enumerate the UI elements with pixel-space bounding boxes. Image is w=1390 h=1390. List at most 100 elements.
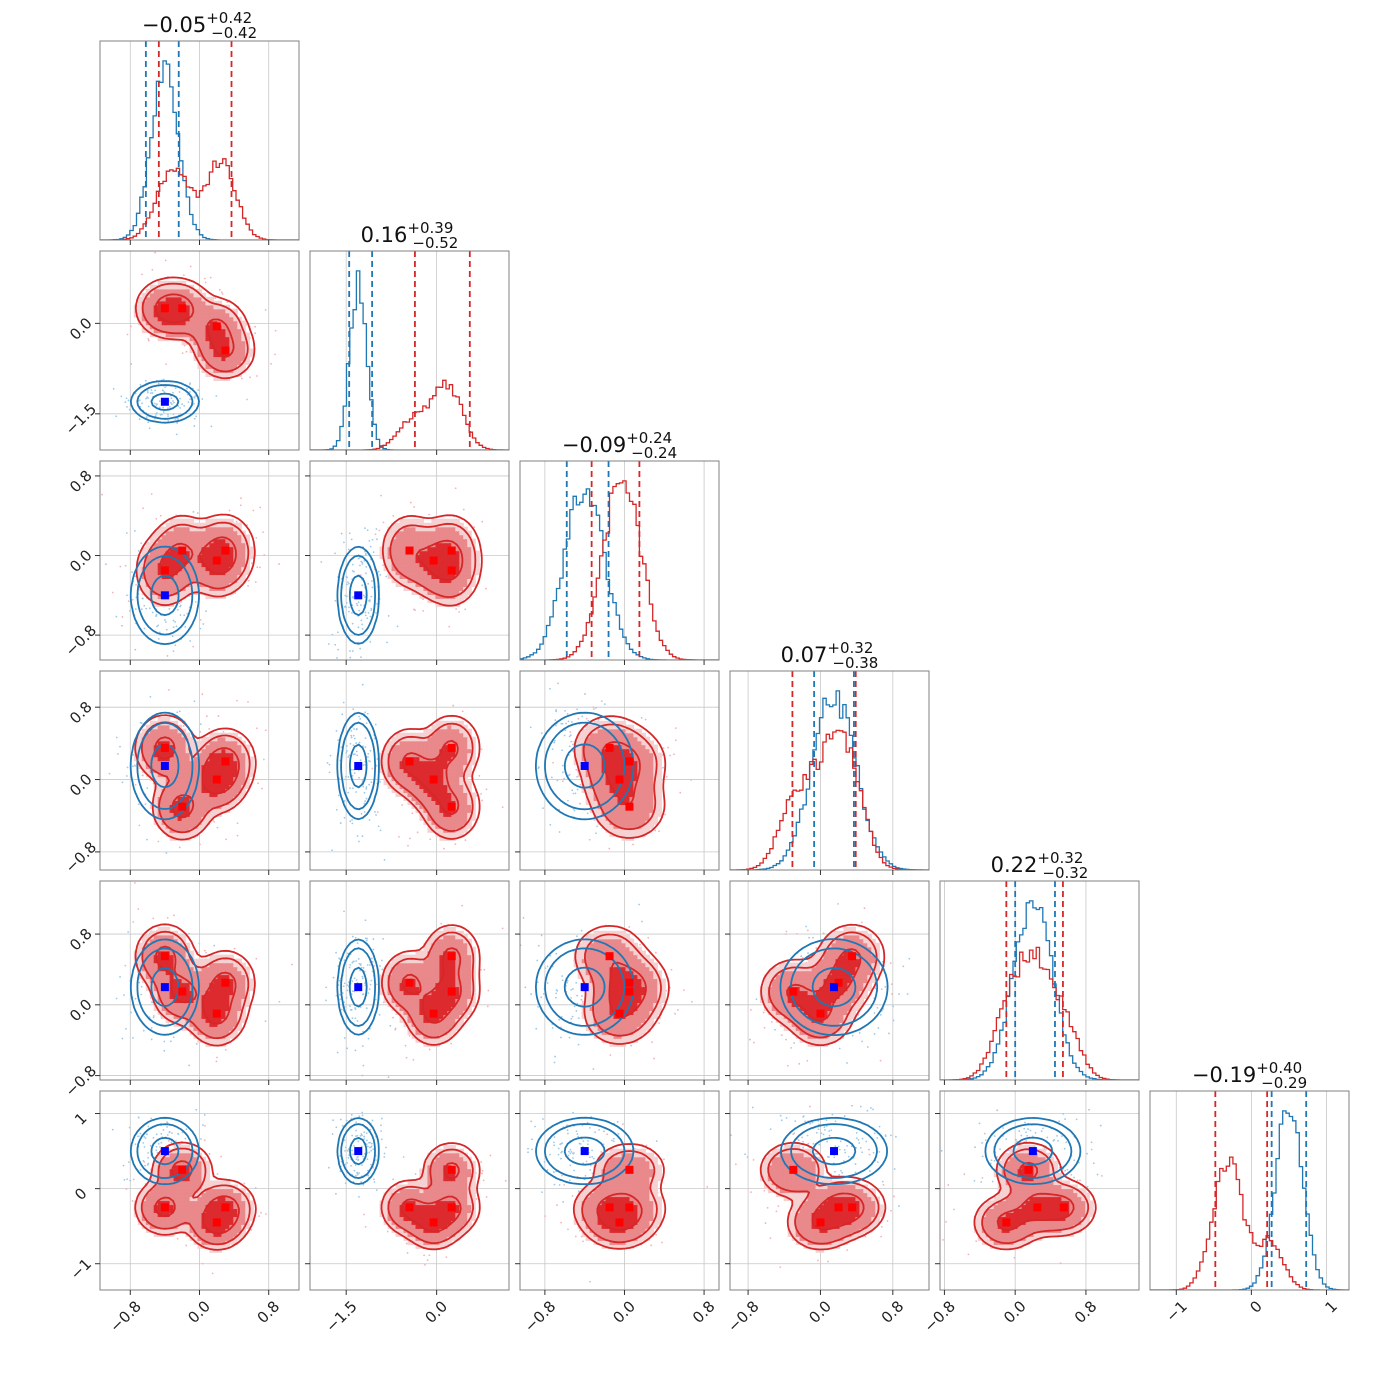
density-cell: [581, 788, 587, 793]
sample-point: [163, 391, 166, 393]
contour-series-0: [348, 574, 368, 617]
density-cell: [189, 546, 195, 552]
sample-point: [679, 791, 682, 794]
density-cell: [455, 518, 460, 524]
sample-point: [255, 957, 258, 960]
sample-point: [164, 259, 167, 262]
density-cell: [173, 534, 179, 540]
sample-point: [274, 329, 277, 332]
density-cell: [205, 368, 211, 373]
density-cell: [403, 518, 409, 524]
density-cell: [201, 788, 207, 793]
density-cell: [245, 360, 250, 365]
density-cell: [411, 776, 417, 782]
density-cell: [233, 340, 238, 346]
sample-point: [593, 708, 595, 711]
density-cell: [181, 518, 187, 524]
density-cell: [201, 780, 207, 786]
density-cell: [593, 796, 599, 801]
sample-point: [168, 607, 171, 610]
density-cell: [165, 740, 171, 746]
density-cell: [633, 792, 638, 797]
density-cell: [149, 554, 155, 560]
sample-point: [574, 792, 577, 795]
density-cell: [415, 760, 421, 766]
density-cell: [601, 724, 607, 730]
density-cell: [205, 816, 211, 821]
density-cell: [657, 764, 662, 770]
density-cell: [185, 292, 191, 298]
density-cell: [593, 748, 599, 754]
sample-point: [365, 566, 368, 568]
density-cell: [189, 784, 195, 789]
density-cell: [221, 792, 226, 797]
sample-point: [179, 407, 182, 409]
density-cell: [459, 530, 464, 536]
density-cell: [637, 832, 642, 837]
sample-point: [592, 706, 595, 709]
density-cell: [617, 736, 623, 742]
marker-series-b: [178, 304, 187, 313]
density-cell: [193, 582, 199, 587]
density-cell: [149, 736, 155, 742]
density-cell: [467, 562, 472, 568]
density-cell: [415, 736, 421, 742]
sample-point: [462, 508, 465, 511]
density-cell: [395, 784, 401, 789]
density-cell: [581, 736, 587, 742]
density-cell: [395, 566, 401, 572]
density-cell: [629, 824, 635, 829]
density-cell: [185, 824, 191, 829]
density-cell: [645, 760, 650, 766]
density-cell: [153, 320, 159, 326]
density-cell: [467, 728, 472, 734]
density-cell: [173, 756, 179, 762]
density-cell: [407, 792, 413, 797]
density-cell: [237, 792, 242, 797]
density-cell: [169, 566, 175, 572]
sample-point: [365, 787, 368, 790]
density-cell: [621, 808, 627, 813]
sample-point: [161, 389, 164, 392]
density-cell: [153, 764, 159, 770]
density-cell: [233, 800, 238, 805]
density-cell: [217, 522, 222, 528]
density-cell: [451, 590, 456, 595]
density-cell: [169, 732, 175, 738]
marker-series-a: [160, 761, 169, 770]
density-cell: [387, 756, 393, 762]
density-cell: [245, 744, 250, 750]
density-cell: [149, 582, 155, 587]
density-cell: [403, 732, 409, 738]
density-cell: [395, 772, 401, 778]
sample-point: [563, 734, 566, 737]
density-cell: [229, 796, 234, 801]
density-cell: [197, 526, 203, 532]
title-median: 0.07: [781, 643, 828, 667]
density-cell: [613, 808, 619, 813]
density-cell: [645, 816, 650, 821]
title-plus: +0.24: [626, 429, 672, 447]
sample-point: [562, 771, 564, 774]
density-cell: [209, 796, 214, 801]
density-cell: [181, 776, 187, 782]
sample-point: [166, 413, 169, 416]
density-cell: [645, 800, 650, 805]
density-cell: [589, 772, 595, 778]
density-cell: [193, 300, 199, 306]
sample-point: [154, 402, 156, 405]
density-cell: [161, 808, 167, 813]
density-cell: [403, 566, 409, 572]
density-cell: [225, 518, 230, 524]
density-cell: [137, 748, 143, 754]
sample-point: [126, 333, 129, 336]
density-cell: [395, 768, 401, 774]
density-cell: [157, 530, 163, 536]
density-cell: [149, 748, 155, 754]
density-cell: [225, 526, 230, 532]
density-cell: [225, 316, 230, 322]
density-cell: [213, 340, 218, 346]
density-cell: [451, 788, 456, 793]
density-cell: [137, 562, 143, 568]
density-cell: [225, 792, 230, 797]
